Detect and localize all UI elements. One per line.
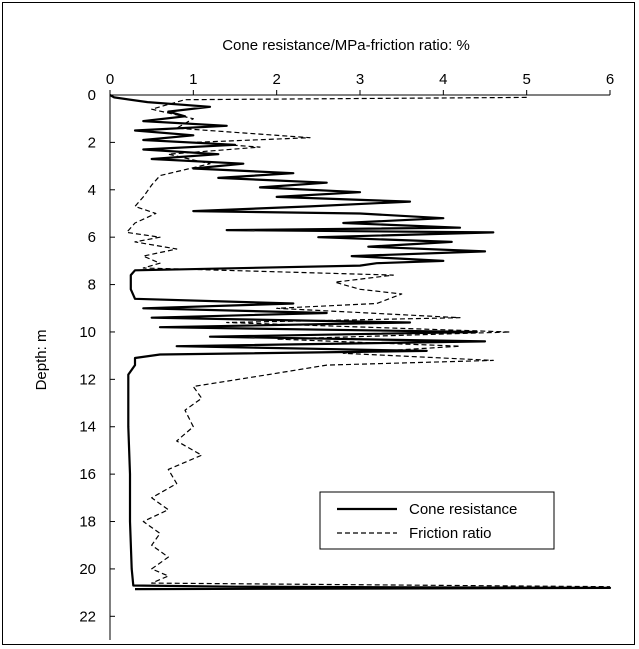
legend-label-friction-ratio: Friction ratio — [409, 525, 492, 542]
x-tick-label: 2 — [272, 71, 280, 88]
y-tick-label: 18 — [79, 514, 96, 531]
x-tick-label: 1 — [189, 71, 197, 88]
series-line-friction-ratio — [126, 96, 611, 588]
series-group — [109, 94, 612, 591]
y-tick-label: 10 — [79, 324, 96, 341]
y-tick-label: 12 — [79, 371, 96, 388]
x-tick-label: 6 — [606, 71, 614, 88]
x-tick-label: 0 — [106, 71, 114, 88]
x-tick-label: 4 — [439, 71, 447, 88]
y-tick-label: 22 — [79, 608, 96, 625]
y-axis-ticks: 0 2 4 6 8 10 12 14 16 18 20 22 — [79, 87, 115, 625]
legend-box — [319, 491, 555, 550]
y-tick-label: 14 — [79, 419, 96, 436]
chart-title: Cone resistance/MPa-friction ratio: % — [222, 37, 470, 54]
y-tick-label: 2 — [88, 134, 96, 151]
y-tick-label: 8 — [88, 277, 96, 294]
y-tick-label: 20 — [79, 561, 96, 578]
y-tick-label: 0 — [88, 87, 96, 104]
x-axis-ticks: 0 1 2 3 4 5 6 — [106, 71, 614, 95]
legend-label-cone-resistance: Cone resistance — [409, 501, 517, 518]
x-tick-label: 3 — [356, 71, 364, 88]
y-tick-label: 4 — [88, 182, 96, 199]
legend: Cone resistance Friction ratio — [319, 491, 555, 550]
y-tick-label: 16 — [79, 466, 96, 483]
y-tick-label: 6 — [88, 229, 96, 246]
x-tick-label: 5 — [522, 71, 530, 88]
y-axis-label: Depth: m — [33, 330, 50, 391]
